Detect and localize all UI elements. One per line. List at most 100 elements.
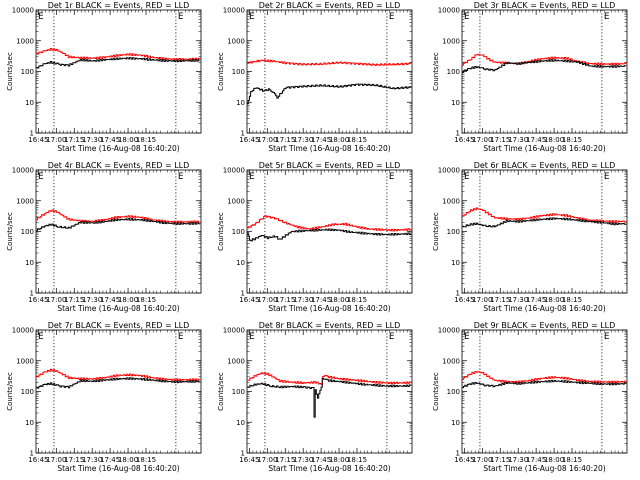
x-tick-label: 17:15 xyxy=(64,456,84,464)
y-tick-label: 1000 xyxy=(442,357,460,365)
panel-title: Det 6r BLACK = Events, RED = LLD xyxy=(474,161,616,170)
x-axis-label: Start Time (16-Aug-08 16:40:20) xyxy=(57,144,179,153)
x-tick-label: 18:15 xyxy=(562,136,582,144)
x-tick-label: 17:15 xyxy=(275,136,295,144)
x-tick-label: 17:00 xyxy=(46,136,66,144)
y-tick-label: 1 xyxy=(30,290,34,298)
y-tick-label: 1000 xyxy=(227,357,245,365)
x-axis-label: Start Time (16-Aug-08 16:40:20) xyxy=(483,464,605,473)
y-tick-label: 100 xyxy=(447,228,460,236)
panel-det-1: Det 1r BLACK = Events, RED = LLD 1 10 100 10… xyxy=(6,1,202,153)
y-tick-label: 1000 xyxy=(16,197,34,205)
x-tick-label: 17:30 xyxy=(293,296,313,304)
panel-det-7: Det 7r BLACK = Events, RED = LLD 1 10 100 10… xyxy=(6,321,202,473)
corner-label-right: E xyxy=(604,172,610,182)
series-events-line xyxy=(247,378,412,418)
panel-title: Det 4r BLACK = Events, RED = LLD xyxy=(48,161,190,170)
series-lld-line xyxy=(247,59,412,66)
corner-label-right: E xyxy=(604,332,610,342)
x-tick-label: 17:45 xyxy=(526,136,546,144)
y-tick-label: 1 xyxy=(456,130,460,138)
x-tick-label: 16:45 xyxy=(454,456,474,464)
x-tick-label: 16:45 xyxy=(28,296,48,304)
y-axis-label: Counts/sec xyxy=(432,372,440,411)
corner-label-right: E xyxy=(389,332,395,342)
y-axis-label: Counts/sec xyxy=(217,372,225,411)
y-tick-label: 10000 xyxy=(12,327,34,335)
y-tick-label: 10 xyxy=(236,419,245,427)
series-lld-line xyxy=(247,372,412,385)
y-tick-label: 10000 xyxy=(223,7,245,15)
series-events-line xyxy=(247,83,412,105)
x-tick-label: 17:45 xyxy=(100,136,120,144)
y-tick-label: 1000 xyxy=(16,37,34,45)
y-tick-label: 10000 xyxy=(438,7,460,15)
x-tick-label: 18:00 xyxy=(329,136,349,144)
x-tick-label: 17:15 xyxy=(490,456,510,464)
y-tick-label: 1000 xyxy=(227,37,245,45)
y-tick-label: 1000 xyxy=(442,197,460,205)
x-tick-label: 18:15 xyxy=(562,296,582,304)
series-lld-line xyxy=(462,371,627,384)
panel-det-9: Det 9r BLACK = Events, RED = LLD 1 10 100 10… xyxy=(432,321,628,473)
series-events-line xyxy=(36,57,201,69)
x-tick-label: 18:15 xyxy=(347,296,367,304)
x-tick-label: 17:45 xyxy=(311,296,331,304)
corner-label-left: E xyxy=(249,332,255,342)
x-tick-label: 17:30 xyxy=(508,296,528,304)
series-events-line xyxy=(462,379,627,389)
series-lld-line xyxy=(36,209,201,224)
y-axis-label: Counts/sec xyxy=(432,52,440,91)
series-lld-line xyxy=(462,207,627,223)
panel-title: Det 9r BLACK = Events, RED = LLD xyxy=(474,321,616,330)
x-tick-label: 17:15 xyxy=(275,456,295,464)
x-axis-label: Start Time (16-Aug-08 16:40:20) xyxy=(268,144,390,153)
x-tick-label: 17:00 xyxy=(257,456,277,464)
y-axis-label: Counts/sec xyxy=(6,52,14,91)
y-tick-label: 10000 xyxy=(223,327,245,335)
x-tick-label: 17:15 xyxy=(490,136,510,144)
panel-title: Det 7r BLACK = Events, RED = LLD xyxy=(48,321,190,330)
corner-label-right: E xyxy=(178,12,184,22)
x-axis-label: Start Time (16-Aug-08 16:40:20) xyxy=(483,304,605,313)
x-tick-label: 16:45 xyxy=(239,136,259,144)
x-tick-label: 17:30 xyxy=(82,456,102,464)
x-tick-label: 17:15 xyxy=(64,136,84,144)
y-tick-label: 100 xyxy=(232,228,245,236)
panel-title: Det 2r BLACK = Events, RED = LLD xyxy=(259,1,401,10)
y-tick-label: 10 xyxy=(451,419,460,427)
x-tick-label: 17:45 xyxy=(100,456,120,464)
y-axis-label: Counts/sec xyxy=(6,372,14,411)
y-tick-label: 1 xyxy=(30,130,34,138)
panel-det-2: Det 2r BLACK = Events, RED = LLD 1 10 100 10… xyxy=(217,1,413,153)
x-tick-label: 17:45 xyxy=(526,296,546,304)
x-axis-label: Start Time (16-Aug-08 16:40:20) xyxy=(57,464,179,473)
y-tick-label: 10 xyxy=(236,99,245,107)
y-tick-label: 1 xyxy=(241,130,245,138)
y-tick-label: 10000 xyxy=(12,7,34,15)
x-tick-label: 18:00 xyxy=(544,456,564,464)
x-tick-label: 18:15 xyxy=(562,456,582,464)
y-tick-label: 10000 xyxy=(223,167,245,175)
corner-label-left: E xyxy=(464,332,470,342)
x-tick-label: 16:45 xyxy=(239,456,259,464)
x-tick-label: 16:45 xyxy=(28,456,48,464)
x-tick-label: 17:45 xyxy=(311,456,331,464)
x-tick-label: 18:15 xyxy=(347,456,367,464)
y-tick-label: 10 xyxy=(236,259,245,267)
series-lld-line xyxy=(462,53,627,66)
y-axis-label: Counts/sec xyxy=(432,212,440,251)
y-tick-label: 1 xyxy=(456,290,460,298)
x-tick-label: 17:30 xyxy=(82,296,102,304)
panel-det-5: Det 5r BLACK = Events, RED = LLD 1 10 100 10… xyxy=(217,161,413,313)
x-axis-label: Start Time (16-Aug-08 16:40:20) xyxy=(268,464,390,473)
x-tick-label: 17:45 xyxy=(526,456,546,464)
corner-label-right: E xyxy=(389,12,395,22)
x-tick-label: 16:45 xyxy=(454,296,474,304)
y-tick-label: 100 xyxy=(21,388,34,396)
corner-label-right: E xyxy=(604,12,610,22)
x-tick-label: 17:45 xyxy=(100,296,120,304)
series-events-line xyxy=(36,377,201,389)
x-tick-label: 17:15 xyxy=(490,296,510,304)
x-axis-label: Start Time (16-Aug-08 16:40:20) xyxy=(483,144,605,153)
